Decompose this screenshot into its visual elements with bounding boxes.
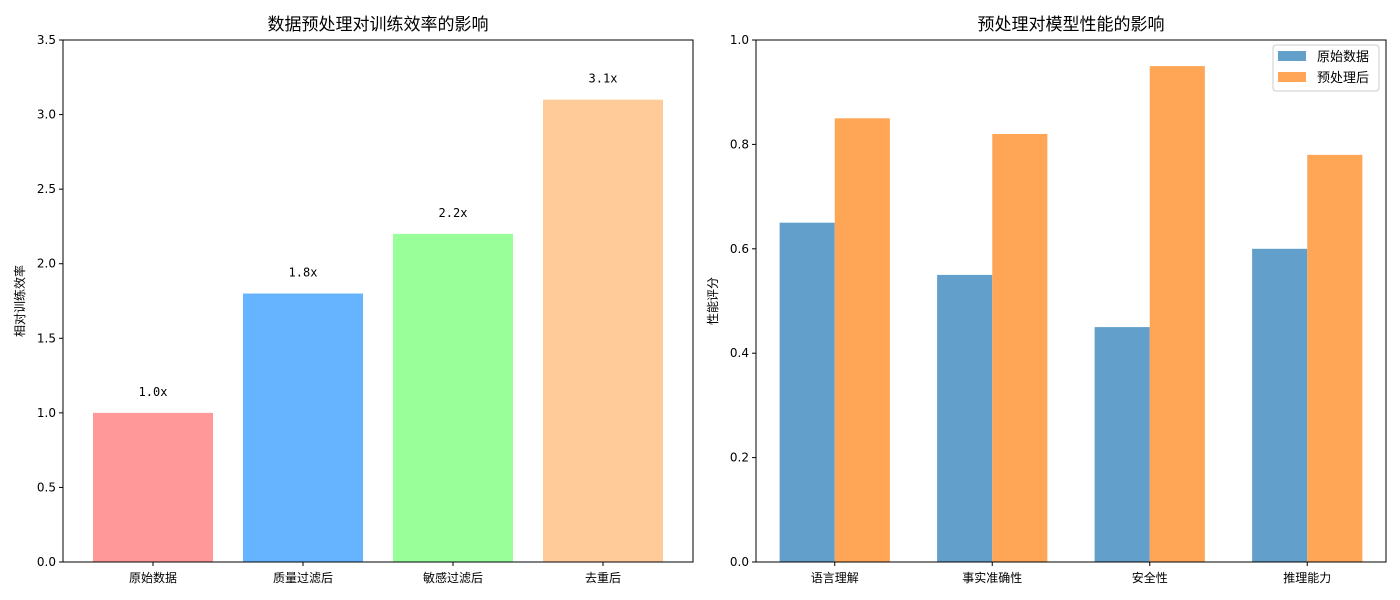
y-tick-label: 0.0 [37,555,56,569]
chart1-title: 数据预处理对训练效率的影响 [268,15,489,35]
x-tick-label: 质量过滤后 [273,571,333,585]
bar [834,118,890,563]
y-tick-label: 0.6 [730,242,749,256]
bar [1252,248,1308,563]
legend: 原始数据 预处理后 [1272,44,1380,92]
bar [1094,327,1150,562]
x-tick-label: 敏感过滤后 [423,570,483,585]
bar [393,233,513,562]
x-tick-label: 去重后 [585,571,621,585]
y-tick-label: 1.5 [37,331,56,345]
y-tick-label: 2.5 [37,182,56,196]
y-tick-label: 0.5 [37,480,56,494]
legend-label-raw: 原始数据 [1317,50,1369,65]
bar [93,412,213,562]
legend-label-processed: 预处理后 [1317,71,1369,86]
chart2-title: 预处理对模型性能的影响 [978,15,1165,35]
y-tick-label: 3.5 [37,33,56,47]
y-tick-label: 0.8 [730,137,749,151]
bar-data-label: 1.8x [289,266,318,280]
bar-data-label: 2.2x [439,206,468,220]
y-tick-label: 0.0 [730,555,749,569]
efficiency-chart: 数据预处理对训练效率的影响 相对训练效率 0.0 0.5 1.0 1.5 2.0 2.5 3… [12,15,694,585]
performance-chart: 预处理对模型性能的影响 性能评分 0.0 0.2 0.4 0.6 0.8 1.0 语言理解… [706,15,1387,585]
bar-data-label: 3.1x [589,72,618,86]
bar-data-label: 1.0x [139,385,168,399]
x-tick-label: 原始数据 [129,570,177,585]
legend-swatch-raw [1278,51,1306,61]
chart1-plot-frame [62,39,694,563]
y-tick-label: 1.0 [730,33,749,47]
y-tick-label: 2.0 [37,257,56,271]
legend-swatch-processed [1278,72,1306,82]
chart2-plot-frame [755,39,1387,563]
x-tick-label: 安全性 [1132,570,1168,585]
bar [1307,154,1363,562]
y-tick-label: 3.0 [37,108,56,122]
y-tick-label: 1.0 [37,406,56,420]
x-tick-label: 推理能力 [1283,571,1331,585]
bar [937,274,993,562]
chart2-ylabel: 性能评分 [706,277,720,325]
bar [779,222,835,562]
bar [992,133,1048,562]
y-tick-label: 0.2 [730,451,749,465]
bar [543,99,663,563]
chart1-ylabel: 相对训练效率 [12,265,27,337]
x-tick-label: 事实准确性 [962,570,1022,585]
bar [243,293,363,562]
x-tick-label: 语言理解 [811,571,859,585]
y-tick-label: 0.4 [730,346,749,360]
bar [1149,66,1205,562]
